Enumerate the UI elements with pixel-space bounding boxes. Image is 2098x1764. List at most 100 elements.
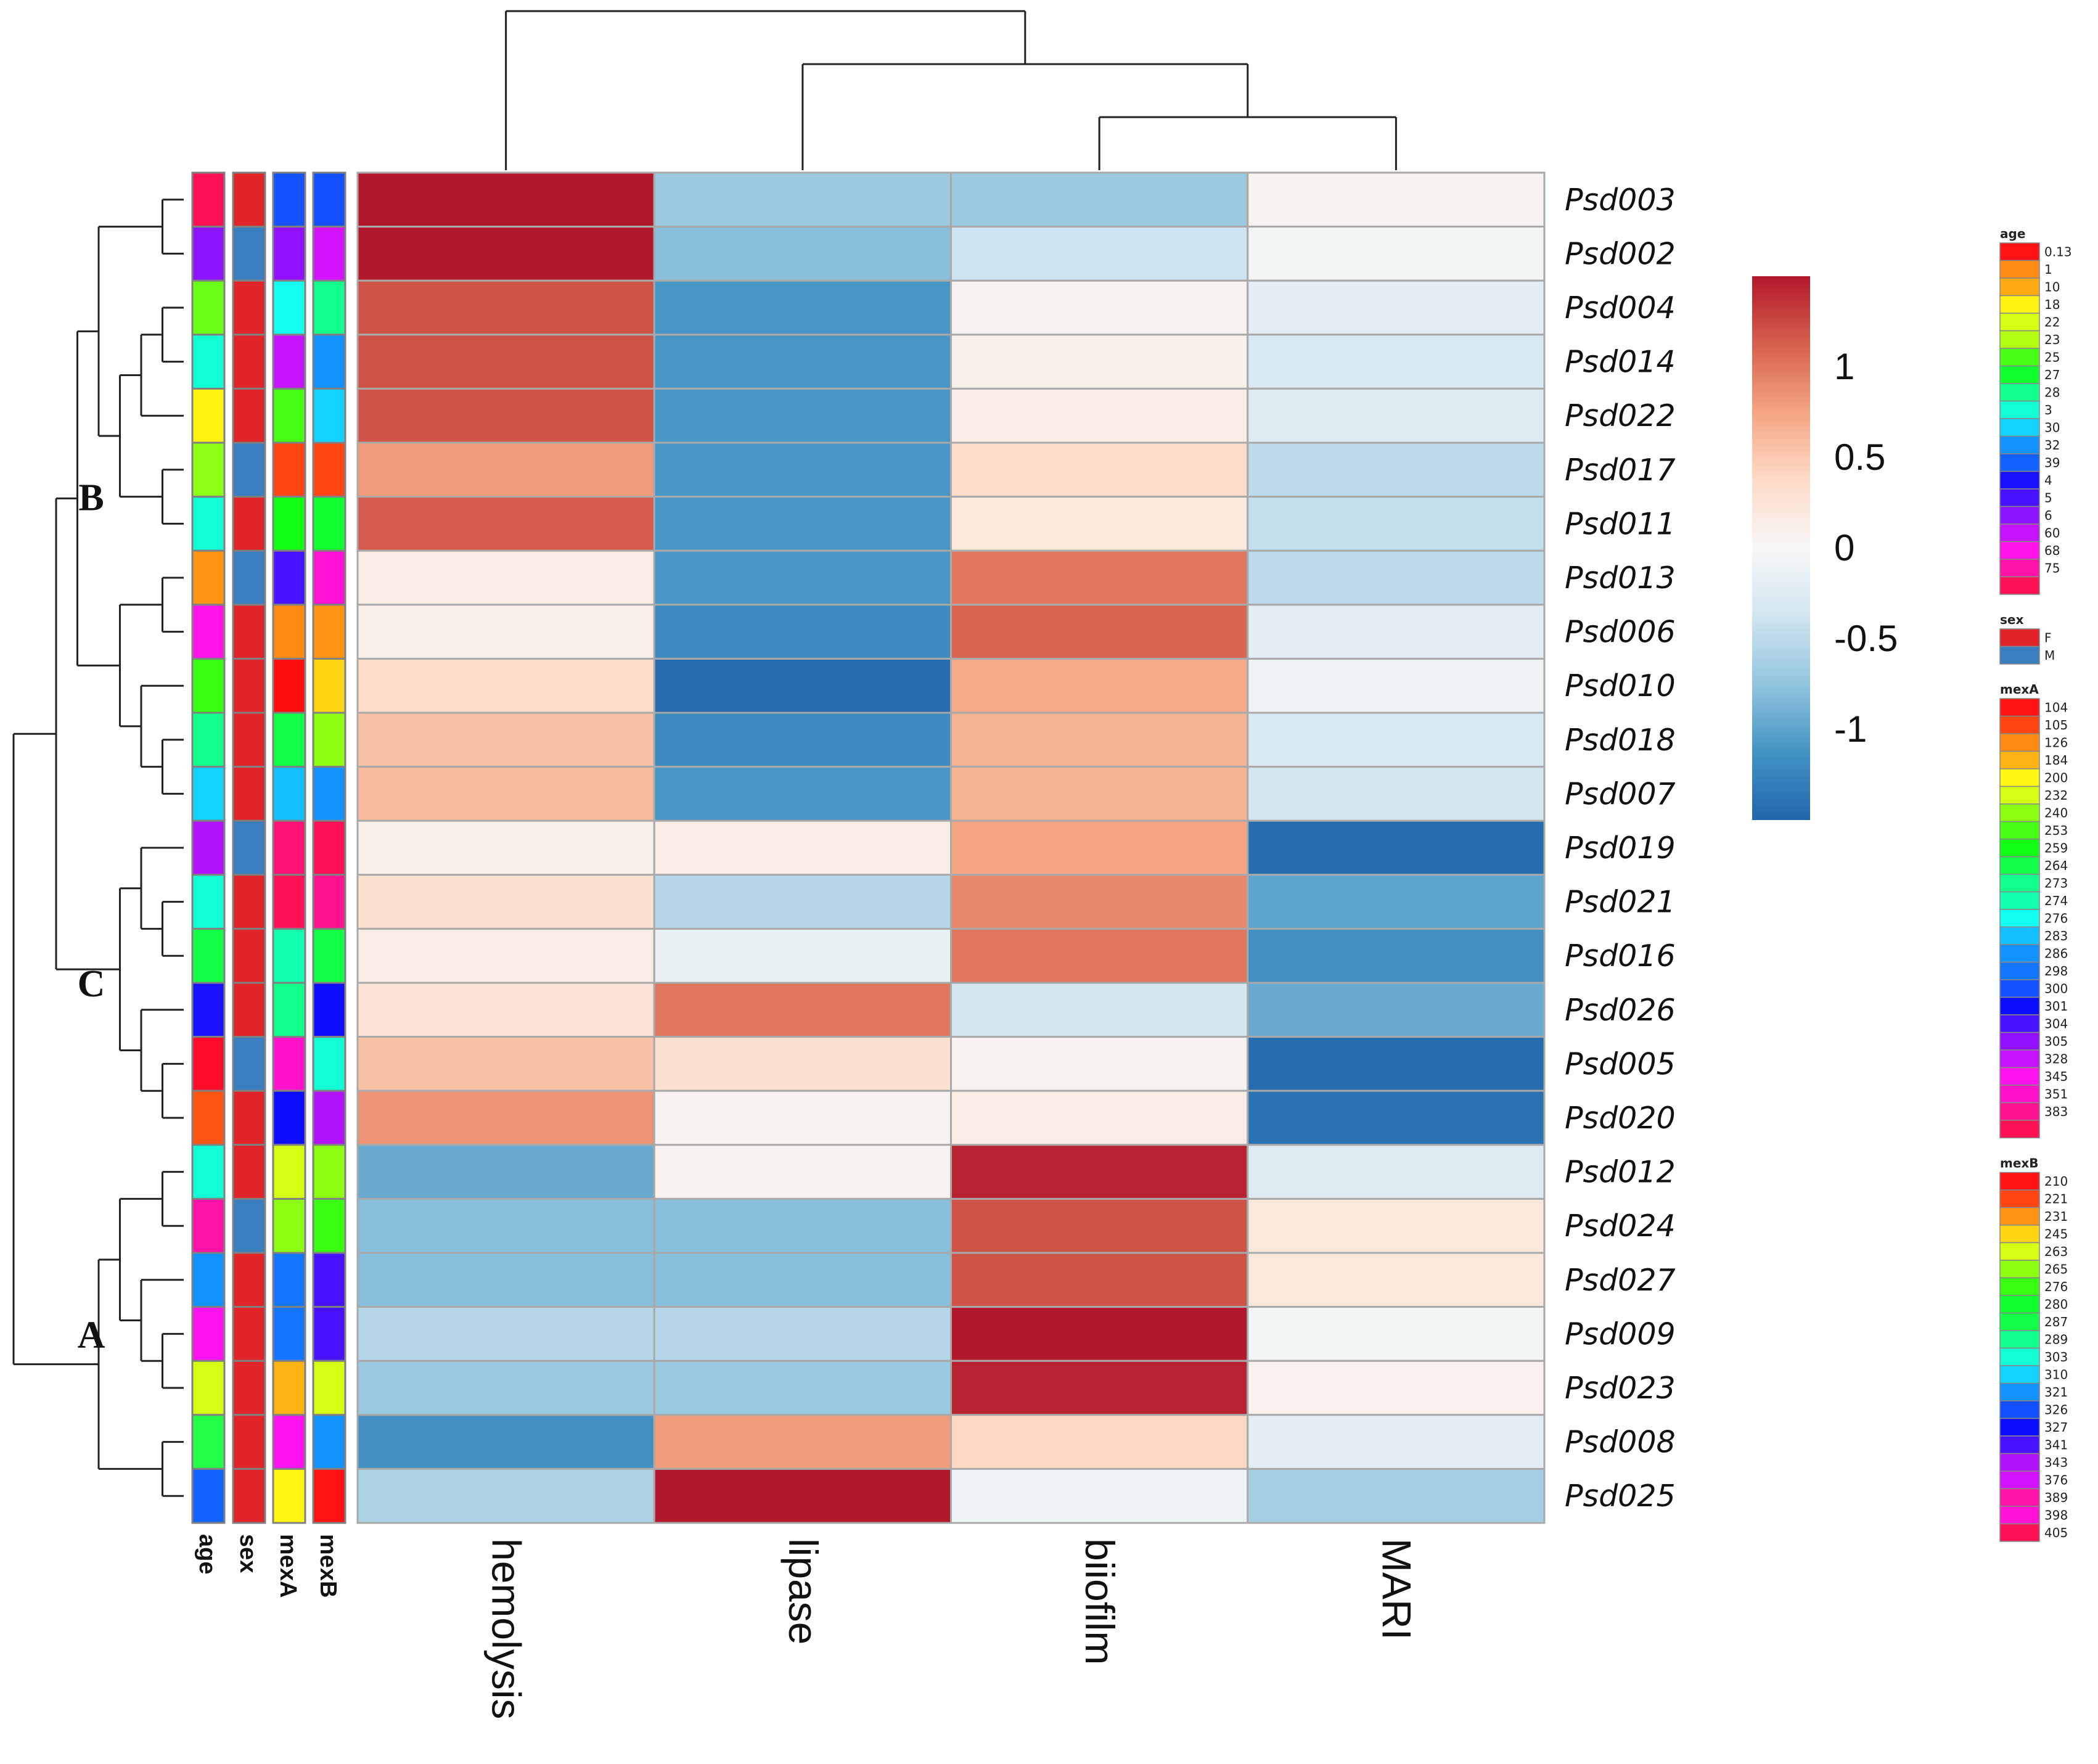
legend-swatch bbox=[1999, 996, 2040, 1015]
annotation-cell bbox=[272, 874, 306, 930]
annotation-cell bbox=[191, 766, 226, 822]
annotation-cell bbox=[191, 1144, 226, 1200]
legend-swatch bbox=[1999, 1330, 2040, 1349]
heatmap-cell bbox=[1247, 1197, 1546, 1254]
heatmap-cell bbox=[950, 874, 1249, 930]
annotation-cell bbox=[272, 1414, 306, 1470]
legend-label: 305 bbox=[2044, 1034, 2068, 1049]
legend-label: 276 bbox=[2044, 911, 2068, 925]
color-scale-tick: -0.5 bbox=[1834, 618, 1898, 659]
annotation-cell bbox=[272, 1144, 306, 1200]
annotation-cell bbox=[272, 496, 306, 552]
heatmap-cell bbox=[1247, 1306, 1546, 1362]
annotation-cell bbox=[191, 387, 226, 444]
color-scale-tick: 0 bbox=[1834, 527, 1854, 568]
legend-label: 18 bbox=[2044, 297, 2060, 312]
annotation-cell bbox=[232, 927, 266, 984]
heatmap-cell bbox=[1247, 927, 1546, 984]
heatmap-cell bbox=[950, 927, 1249, 984]
heatmap-cell bbox=[356, 1144, 655, 1200]
annotation-cell bbox=[191, 819, 226, 876]
heatmap-cell bbox=[1247, 1144, 1546, 1200]
legend-label: 298 bbox=[2044, 964, 2068, 978]
legend-label: 221 bbox=[2044, 1191, 2068, 1206]
color-scale-tick: 0.5 bbox=[1834, 437, 1885, 478]
heatmap-cell bbox=[950, 279, 1249, 336]
column-label: hemolysis bbox=[484, 1538, 530, 1719]
annotation-cell bbox=[191, 496, 226, 552]
annotation-cell bbox=[191, 712, 226, 768]
legend-label: 326 bbox=[2044, 1402, 2068, 1417]
annotation-cell bbox=[312, 1197, 346, 1254]
heatmap-cell bbox=[950, 387, 1249, 444]
annotation-cell bbox=[232, 766, 266, 822]
annotation-cell bbox=[232, 1144, 266, 1200]
annotation-cell bbox=[232, 226, 266, 282]
legend-label: 259 bbox=[2044, 840, 2068, 855]
legend-label: 289 bbox=[2044, 1332, 2068, 1347]
legend-label: 310 bbox=[2044, 1367, 2068, 1382]
row-label: Psd003 bbox=[1565, 183, 1676, 218]
legend-label: 25 bbox=[2044, 350, 2060, 364]
legend-swatch bbox=[1999, 400, 2040, 419]
annotation-cell bbox=[191, 279, 226, 336]
column-labels: hemolysis lipase biiofilm MARI bbox=[484, 1538, 1420, 1719]
annotation-cell bbox=[312, 1414, 346, 1470]
legend-label: 280 bbox=[2044, 1297, 2068, 1311]
legend-swatch bbox=[1999, 979, 2040, 998]
heatmap-cell bbox=[356, 927, 655, 984]
heatmap-cell bbox=[950, 1360, 1249, 1416]
annotation-cell bbox=[272, 819, 306, 876]
annotation-cell bbox=[272, 1360, 306, 1416]
legend-label: 23 bbox=[2044, 332, 2060, 347]
heatmap-cell bbox=[653, 1414, 952, 1470]
heatmap-cell bbox=[1247, 1089, 1546, 1146]
heatmap-cell bbox=[950, 496, 1249, 552]
legend-swatch bbox=[1999, 1471, 2040, 1490]
row-label: Psd020 bbox=[1565, 1101, 1676, 1136]
annotation-cell bbox=[232, 334, 266, 390]
annotation-cell bbox=[191, 1089, 226, 1146]
heatmap-cell bbox=[356, 657, 655, 714]
heatmap-cell bbox=[950, 1467, 1249, 1524]
heatmap-cell bbox=[356, 1036, 655, 1092]
legend-swatch bbox=[1999, 541, 2040, 560]
annotation-cell bbox=[312, 387, 346, 444]
legend-label: 245 bbox=[2044, 1226, 2068, 1241]
annotation-cell bbox=[232, 1414, 266, 1470]
annotation-cell bbox=[272, 334, 306, 390]
row-label: Psd017 bbox=[1565, 453, 1676, 488]
legend-swatch bbox=[1999, 1171, 2040, 1191]
heatmap-cell bbox=[356, 171, 655, 228]
row-label: Psd021 bbox=[1565, 885, 1676, 920]
legend-swatch bbox=[1999, 365, 2040, 384]
annotation-cell bbox=[312, 549, 346, 606]
legend-label: M bbox=[2044, 648, 2055, 663]
row-label: Psd013 bbox=[1565, 560, 1676, 596]
legend-label: 274 bbox=[2044, 893, 2068, 908]
legend-title: age bbox=[2000, 226, 2025, 241]
annotation-cell bbox=[312, 171, 346, 228]
heatmap-cell bbox=[653, 1252, 952, 1308]
heatmap-cell bbox=[653, 874, 952, 930]
row-label: Psd023 bbox=[1565, 1371, 1676, 1406]
annotation-cell bbox=[232, 387, 266, 444]
cluster-label: C bbox=[78, 963, 105, 1005]
annotation-cell bbox=[312, 712, 346, 768]
heatmap-cell bbox=[653, 819, 952, 876]
legend-swatch bbox=[1999, 313, 2040, 332]
legend-swatch bbox=[1999, 1189, 2040, 1208]
heatmap-cell bbox=[653, 549, 952, 606]
heatmap-cell bbox=[356, 1467, 655, 1524]
heatmap-cell bbox=[356, 712, 655, 768]
heatmap-cell bbox=[1247, 819, 1546, 876]
annotation-cell bbox=[312, 279, 346, 336]
legend-title: mexA bbox=[2000, 682, 2039, 697]
heatmap-cell bbox=[356, 1306, 655, 1362]
heatmap-cell bbox=[1247, 1360, 1546, 1416]
legend-swatch bbox=[1999, 1435, 2040, 1454]
legend-label: 273 bbox=[2044, 876, 2068, 890]
annotation-cell bbox=[232, 1036, 266, 1092]
annotation-cell bbox=[191, 982, 226, 1038]
